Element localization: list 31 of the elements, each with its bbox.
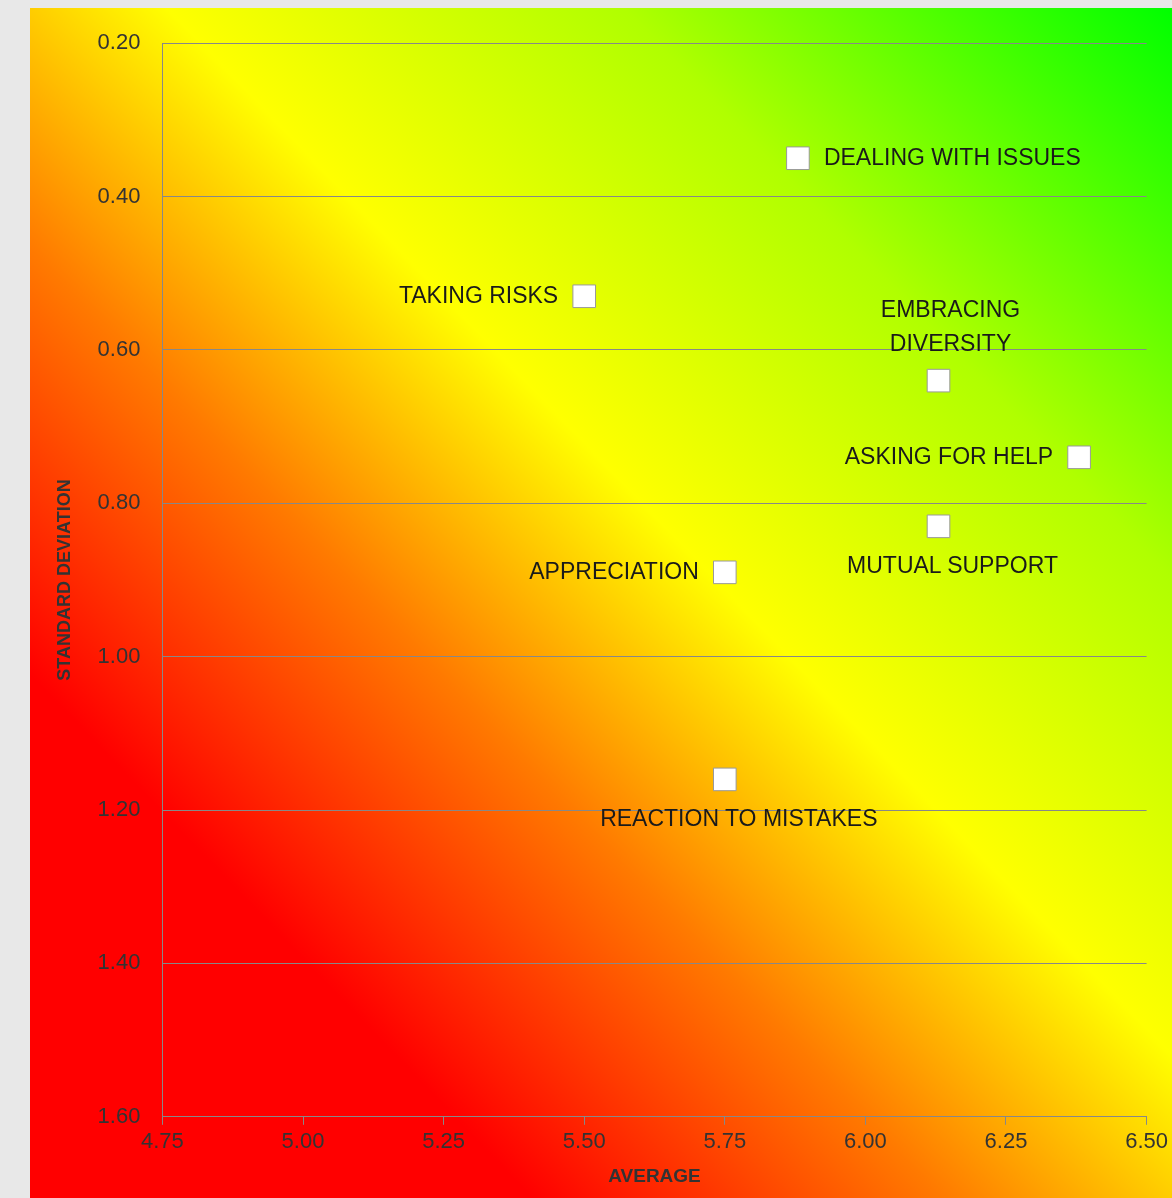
point	[712, 560, 737, 585]
annotation: REACTION TO MISTAKES	[600, 804, 878, 831]
x-tick-label: 5.75	[703, 1128, 747, 1154]
point	[926, 368, 951, 393]
y-tick-label: 0.40	[97, 182, 141, 208]
x-tick-label: 6.50	[1125, 1128, 1168, 1154]
point	[572, 284, 597, 309]
x-axis-title: AVERAGE	[608, 1164, 701, 1186]
x-tick-label: 6.25	[984, 1128, 1028, 1154]
annotation: DEALING WITH ISSUES	[823, 143, 1081, 170]
annotation: APPRECIATION	[529, 557, 699, 584]
y-tick-label: 0.60	[97, 336, 141, 362]
y-tick-label: 1.20	[97, 796, 141, 822]
point	[926, 514, 951, 539]
x-tick-label: 5.00	[281, 1128, 325, 1154]
x-tick-label: 5.50	[562, 1128, 606, 1154]
y-tick-label: 1.40	[97, 949, 141, 975]
y-tick-label: 1.60	[97, 1102, 141, 1128]
annotation: TAKING RISKS	[398, 281, 559, 308]
point	[786, 146, 810, 171]
y-tick-label: 0.20	[97, 29, 141, 55]
y-tick-label: 1.00	[97, 642, 141, 668]
point	[1067, 445, 1091, 470]
x-tick-label: 6.00	[843, 1128, 887, 1154]
point	[712, 767, 737, 792]
y-tick-label: 0.80	[97, 489, 141, 515]
x-tick-label: 5.25	[422, 1128, 466, 1154]
x-tick-label: 4.75	[141, 1128, 184, 1154]
y-axis-title: STANDARD DEVIATION	[53, 479, 74, 681]
annotation: MUTUAL SUPPORT	[847, 551, 1058, 578]
annotation: ASKING FOR HELP	[844, 442, 1054, 469]
